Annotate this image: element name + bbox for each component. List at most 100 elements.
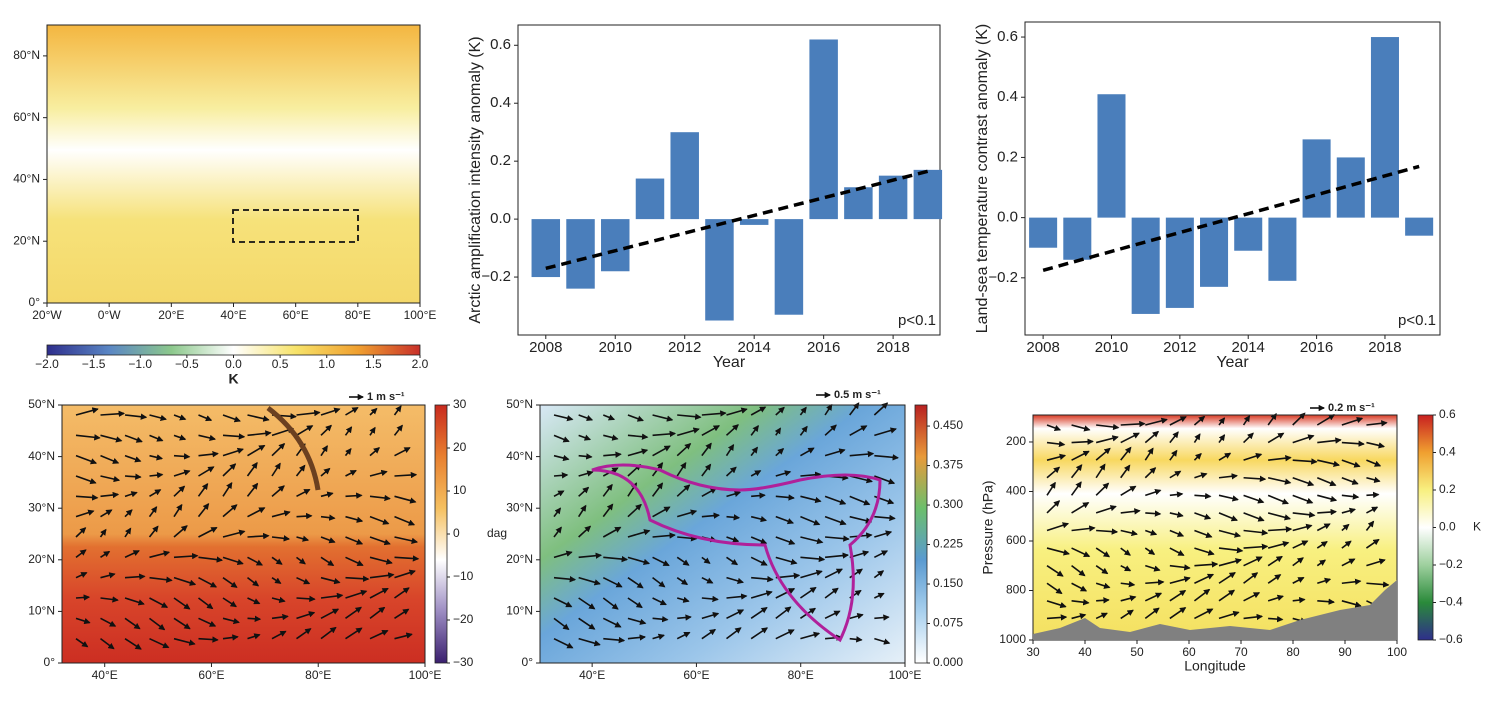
colorbar-tick-label: 0.300	[933, 497, 963, 511]
wind-vector	[1169, 431, 1179, 444]
map-field	[540, 405, 905, 663]
wind-vector	[676, 484, 691, 497]
y-tick-label: 20°N	[28, 552, 55, 566]
bar	[531, 219, 561, 278]
wind-vector	[75, 527, 87, 538]
x-tick-label: 2012	[1163, 339, 1196, 356]
wind-vector	[75, 475, 97, 485]
wind-vector	[1341, 558, 1356, 567]
wind-vector	[394, 471, 418, 479]
wind-vector	[800, 447, 815, 457]
bar	[774, 219, 804, 315]
wind-vector	[100, 454, 120, 464]
wind-vector	[369, 536, 391, 546]
wind-vector	[1243, 529, 1269, 536]
wind-vector	[627, 556, 651, 566]
wind-vector	[874, 637, 891, 645]
wind-vector	[271, 443, 286, 457]
wind-vector	[1317, 437, 1342, 444]
wind-vector	[750, 515, 768, 523]
wind-vector	[271, 556, 283, 565]
wind-vector	[1267, 594, 1284, 602]
wind-vector	[849, 636, 863, 643]
wind-vector	[602, 414, 616, 421]
wind-vector	[198, 556, 223, 563]
wind-vector	[874, 514, 896, 522]
bar	[1268, 217, 1297, 281]
wind-vector	[676, 596, 690, 603]
bar	[601, 219, 630, 272]
colorbar-tick-label: 30	[453, 397, 467, 411]
wind-vector	[750, 556, 768, 566]
wind-vector	[100, 475, 121, 483]
wind-vector	[725, 424, 739, 436]
wind-vector	[676, 462, 687, 477]
y-tick-label: 600	[1006, 533, 1026, 547]
wind-vector	[1120, 529, 1138, 537]
y-tick-label: −0.2	[481, 268, 511, 285]
wind-vector	[578, 486, 590, 497]
wind-vector	[874, 427, 897, 437]
wind-vector	[247, 577, 260, 587]
wind-vector	[1095, 582, 1111, 589]
wind-vector	[824, 495, 847, 505]
wind-vector	[726, 609, 745, 620]
wind-vector	[222, 556, 244, 566]
wind-vector	[1194, 547, 1215, 556]
wind-vector	[1144, 447, 1154, 461]
wind-vector	[369, 447, 381, 457]
wind-vector	[1046, 582, 1063, 595]
wind-vector	[1070, 464, 1083, 479]
wind-vector	[849, 475, 873, 484]
wind-vector	[1316, 477, 1337, 487]
wind-vector	[222, 463, 237, 477]
frame	[1024, 21, 1441, 336]
y-tick-label: 0.2	[997, 148, 1018, 165]
wind-vector	[149, 454, 164, 461]
wind-vector	[1120, 420, 1146, 428]
wind-vector	[1317, 494, 1338, 503]
wind-vector	[296, 556, 306, 565]
wind-vector	[1317, 577, 1332, 585]
wind-vector	[247, 444, 266, 457]
wind-vector	[345, 407, 359, 416]
wind-vector	[603, 636, 626, 644]
wind-vector	[1169, 564, 1191, 571]
wind-vector	[1046, 614, 1068, 621]
wind-vector	[173, 637, 196, 646]
wind-vector	[345, 589, 368, 599]
wind-vector	[1267, 555, 1283, 567]
colorbar-tick-label: 0.0	[225, 357, 242, 371]
wind-vector	[1145, 488, 1162, 497]
wind-vector	[1046, 522, 1070, 532]
wind-vector	[1046, 564, 1064, 577]
colorbar-unit: K	[1473, 520, 1481, 534]
wind-vector	[247, 615, 262, 622]
wind-vector	[652, 506, 671, 518]
wind-vector	[1095, 435, 1119, 444]
wind-vector	[701, 442, 712, 457]
wind-vector	[1169, 416, 1187, 426]
wind-vector	[1071, 450, 1090, 461]
x-tick-label: 40	[1078, 645, 1092, 659]
wind-vector	[824, 610, 841, 620]
colorbar-tick-label: 0	[453, 526, 460, 540]
wind-vector	[296, 425, 314, 437]
colorbar-tick-label: −1.0	[128, 357, 152, 371]
wind-vector	[75, 494, 99, 501]
wind-vector	[173, 485, 186, 497]
wind-vector	[394, 587, 410, 599]
wind-vector	[247, 597, 261, 605]
region-box	[232, 209, 359, 243]
wind-vector	[222, 577, 238, 588]
x-tick-label: 20°E	[158, 308, 184, 322]
wind-vector	[1071, 613, 1087, 620]
wind-vector	[725, 466, 737, 477]
wind-vector	[750, 536, 768, 545]
wind-vector	[578, 414, 594, 422]
wind-vector	[296, 488, 311, 498]
wind-vector	[627, 597, 643, 609]
wind-vector	[677, 614, 692, 621]
wind-vector	[1316, 523, 1331, 532]
wind-vector	[1046, 453, 1067, 461]
